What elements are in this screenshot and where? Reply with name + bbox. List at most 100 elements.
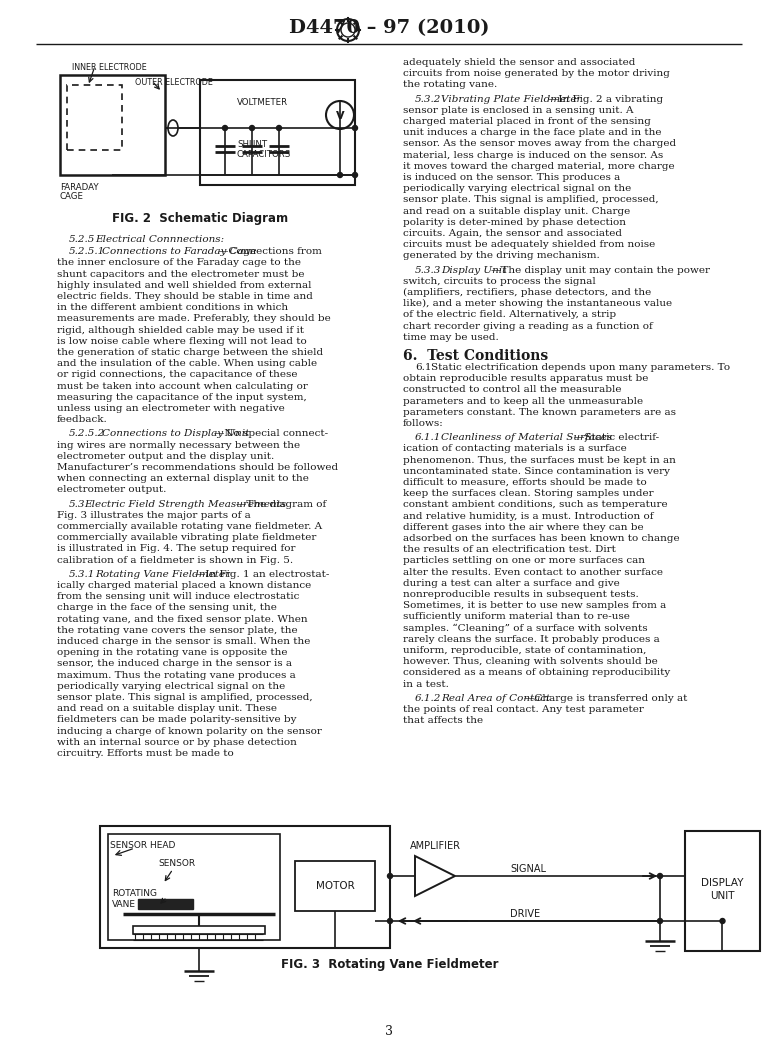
- Text: difficult to measure, efforts should be made to: difficult to measure, efforts should be …: [403, 478, 647, 487]
- Text: (amplifiers, rectifiers, phase detectors, and the: (amplifiers, rectifiers, phase detectors…: [403, 288, 651, 297]
- Text: commercially available vibrating plate fieldmeter: commercially available vibrating plate f…: [57, 533, 317, 542]
- Text: phenomenon. Thus, the surfaces must be kept in an: phenomenon. Thus, the surfaces must be k…: [403, 456, 676, 464]
- Text: Rotating Vane Fieldmeter: Rotating Vane Fieldmeter: [95, 569, 230, 579]
- Text: circuits from noise generated by the motor driving: circuits from noise generated by the mot…: [403, 69, 670, 78]
- Text: or rigid connections, the capacitance of these: or rigid connections, the capacitance of…: [57, 371, 297, 379]
- Text: Static electrification depends upon many parameters. To: Static electrification depends upon many…: [431, 363, 730, 372]
- Circle shape: [657, 918, 663, 923]
- Text: circuits must be adequately shielded from noise: circuits must be adequately shielded fro…: [403, 240, 655, 249]
- Text: circuits. Again, the sensor and associated: circuits. Again, the sensor and associat…: [403, 229, 622, 238]
- Bar: [67, 85, 122, 150]
- Text: CAPACITORS: CAPACITORS: [237, 150, 291, 159]
- Text: the rotating vane.: the rotating vane.: [403, 80, 497, 90]
- Text: calibration of a fieldmeter is shown in Fig. 5.: calibration of a fieldmeter is shown in …: [57, 556, 293, 564]
- Text: however. Thus, cleaning with solvents should be: however. Thus, cleaning with solvents sh…: [403, 657, 657, 666]
- Text: commercially available rotating vane fieldmeter. A: commercially available rotating vane fie…: [57, 522, 322, 531]
- Text: —Connections from: —Connections from: [218, 247, 322, 256]
- Text: sufficiently uniform material than to re-use: sufficiently uniform material than to re…: [403, 612, 630, 621]
- Text: VANE: VANE: [112, 900, 136, 909]
- Text: unless using an electrometer with negative: unless using an electrometer with negati…: [57, 404, 285, 413]
- Circle shape: [720, 918, 725, 923]
- Text: and relative humidity, is a must. Introduction of: and relative humidity, is a must. Introd…: [403, 511, 654, 520]
- Text: 6.  Test Conditions: 6. Test Conditions: [403, 349, 548, 363]
- Text: inducing a charge of known polarity on the sensor: inducing a charge of known polarity on t…: [57, 727, 322, 736]
- Text: SENSOR: SENSOR: [158, 859, 195, 868]
- Text: MOTOR: MOTOR: [316, 881, 354, 891]
- Text: SHUNT: SHUNT: [237, 139, 267, 149]
- Text: D4470 – 97 (2010): D4470 – 97 (2010): [289, 19, 489, 37]
- Text: electric fields. They should be stable in time and: electric fields. They should be stable i…: [57, 291, 313, 301]
- Text: FIG. 3  Rotating Vane Fieldmeter: FIG. 3 Rotating Vane Fieldmeter: [282, 958, 499, 971]
- Text: V: V: [335, 111, 345, 121]
- Text: 3: 3: [385, 1025, 393, 1038]
- Text: ing wires are normally necessary between the: ing wires are normally necessary between…: [57, 440, 300, 450]
- Text: Fig. 3 illustrates the major parts of a: Fig. 3 illustrates the major parts of a: [57, 511, 251, 519]
- Text: 6.1: 6.1: [415, 363, 432, 372]
- Bar: [685, 831, 760, 951]
- Text: shunt capacitors and the electrometer must be: shunt capacitors and the electrometer mu…: [57, 270, 304, 279]
- Text: induced charge in the sensor is small. When the: induced charge in the sensor is small. W…: [57, 637, 310, 646]
- Bar: [100, 826, 390, 948]
- Text: 5.3: 5.3: [69, 500, 86, 509]
- Text: DISPLAY: DISPLAY: [701, 878, 744, 888]
- Text: time may be used.: time may be used.: [403, 333, 499, 341]
- Text: the rotating vane covers the sensor plate, the: the rotating vane covers the sensor plat…: [57, 626, 298, 635]
- Text: that affects the: that affects the: [403, 716, 483, 726]
- Text: —No special connect-: —No special connect-: [214, 429, 328, 438]
- Text: Connections to Faraday Cage: Connections to Faraday Cage: [102, 247, 257, 256]
- Text: CAGE: CAGE: [60, 192, 84, 201]
- Text: Connections to Display Unit: Connections to Display Unit: [102, 429, 249, 438]
- Text: Sometimes, it is better to use new samples from a: Sometimes, it is better to use new sampl…: [403, 602, 666, 610]
- Bar: [295, 861, 375, 911]
- Circle shape: [223, 126, 227, 130]
- Text: ROTATING: ROTATING: [112, 889, 157, 898]
- Circle shape: [250, 126, 254, 130]
- Text: particles settling on one or more surfaces can: particles settling on one or more surfac…: [403, 556, 645, 565]
- Text: obtain reproducible results apparatus must be: obtain reproducible results apparatus mu…: [403, 374, 648, 383]
- Text: adequately shield the sensor and associated: adequately shield the sensor and associa…: [403, 58, 636, 67]
- Text: Display Unit: Display Unit: [441, 265, 506, 275]
- Text: is illustrated in Fig. 4. The setup required for: is illustrated in Fig. 4. The setup requ…: [57, 544, 296, 554]
- Text: is induced on the sensor. This produces a: is induced on the sensor. This produces …: [403, 173, 620, 182]
- Text: Vibrating Plate Fieldmeter: Vibrating Plate Fieldmeter: [441, 95, 581, 104]
- Text: the inner enclosure of the Faraday cage to the: the inner enclosure of the Faraday cage …: [57, 258, 301, 268]
- Text: must be taken into account when calculating or: must be taken into account when calculat…: [57, 382, 308, 390]
- Text: circuitry. Efforts must be made to: circuitry. Efforts must be made to: [57, 750, 233, 758]
- Text: and the insulation of the cable. When using cable: and the insulation of the cable. When us…: [57, 359, 317, 369]
- Bar: [200, 80, 355, 185]
- Text: charge in the face of the sensing unit, the: charge in the face of the sensing unit, …: [57, 604, 277, 612]
- Text: —The diagram of: —The diagram of: [236, 500, 326, 509]
- Text: DRIVE: DRIVE: [510, 909, 540, 919]
- Text: VOLTMETER: VOLTMETER: [237, 98, 288, 107]
- Text: OUTER ELECTRODE: OUTER ELECTRODE: [135, 78, 213, 87]
- Text: fieldmeters can be made polarity-sensitive by: fieldmeters can be made polarity-sensiti…: [57, 715, 296, 725]
- Circle shape: [387, 918, 392, 923]
- Text: AMPLIFIER: AMPLIFIER: [409, 841, 461, 850]
- Text: polarity is deter-mined by phase detection: polarity is deter-mined by phase detecti…: [403, 218, 626, 227]
- Text: it moves toward the charged material, more charge: it moves toward the charged material, mo…: [403, 161, 675, 171]
- Text: parameters constant. The known parameters are as: parameters constant. The known parameter…: [403, 408, 676, 416]
- Text: nonreproducible results in subsequent tests.: nonreproducible results in subsequent te…: [403, 590, 639, 599]
- Text: maximum. Thus the rotating vane produces a: maximum. Thus the rotating vane produces…: [57, 670, 296, 680]
- Text: follows:: follows:: [403, 418, 443, 428]
- Text: FIG. 2  Schematic Diagram: FIG. 2 Schematic Diagram: [112, 212, 288, 225]
- Bar: [138, 899, 193, 909]
- Text: INNER ELECTRODE: INNER ELECTRODE: [72, 64, 147, 72]
- Text: measuring the capacitance of the input system,: measuring the capacitance of the input s…: [57, 392, 307, 402]
- Text: considered as a means of obtaining reproducibility: considered as a means of obtaining repro…: [403, 668, 671, 678]
- Text: feedback.: feedback.: [57, 415, 107, 424]
- Text: —In Fig. 2 a vibrating: —In Fig. 2 a vibrating: [548, 95, 663, 104]
- Circle shape: [657, 873, 663, 879]
- Text: and read on a suitable display unit. These: and read on a suitable display unit. The…: [57, 704, 277, 713]
- Text: when connecting an external display unit to the: when connecting an external display unit…: [57, 475, 309, 483]
- Text: opening in the rotating vane is opposite the: opening in the rotating vane is opposite…: [57, 649, 288, 657]
- Text: the results of an electrification test. Dirt: the results of an electrification test. …: [403, 545, 616, 554]
- Text: UNIT: UNIT: [710, 891, 734, 902]
- Text: —Static electrif-: —Static electrif-: [574, 433, 659, 442]
- Text: Real Area of Contact: Real Area of Contact: [441, 693, 550, 703]
- Text: Cleanliness of Material Surfaces: Cleanliness of Material Surfaces: [441, 433, 612, 442]
- Text: periodically varying electrical signal on the: periodically varying electrical signal o…: [57, 682, 286, 691]
- Text: the generation of static charge between the shield: the generation of static charge between …: [57, 348, 323, 357]
- Text: 5.3.3: 5.3.3: [415, 265, 441, 275]
- Text: different gases into the air where they can be: different gases into the air where they …: [403, 523, 643, 532]
